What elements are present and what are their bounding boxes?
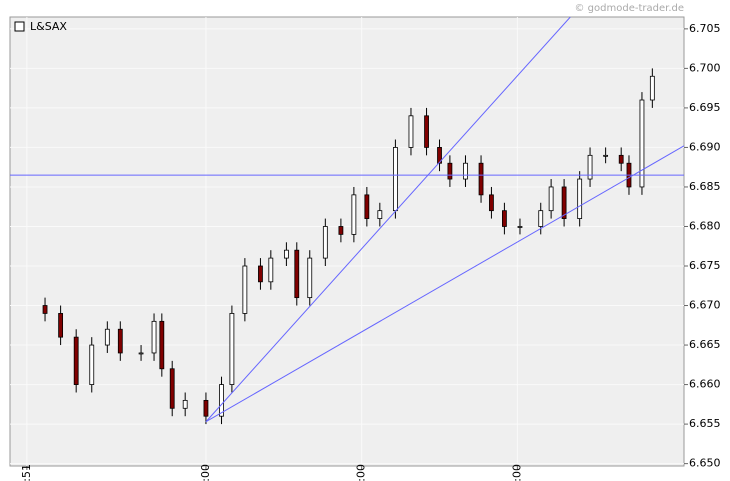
candle-body: [104, 328, 110, 346]
candle-body: [517, 226, 523, 228]
y-tick-label: 6.650: [689, 457, 721, 470]
candle-body: [393, 147, 398, 212]
candle-body: [603, 154, 609, 157]
candle-body: [89, 344, 95, 385]
candle-body: [351, 194, 357, 235]
y-tick-label: 6.665: [689, 338, 721, 351]
y-tick-label: 6.685: [689, 180, 721, 193]
candle-body: [283, 249, 289, 259]
candle-body: [502, 210, 507, 227]
candle-body: [577, 178, 583, 219]
candle-body: [294, 249, 300, 299]
x-tick-label: 11:00: [510, 464, 523, 481]
candle-body: [364, 194, 370, 219]
x-tick-label: 07:51: [20, 464, 33, 481]
candle-body: [203, 399, 209, 417]
trend-line: [205, 145, 684, 423]
x-tick-label: 10:00: [355, 464, 368, 481]
y-tick-label: 6.695: [689, 101, 721, 114]
candle-body: [151, 320, 157, 354]
candle-body: [73, 336, 79, 385]
candle-body: [229, 313, 235, 385]
candle-body: [219, 384, 224, 417]
candle-body: [258, 265, 263, 283]
candle-body: [182, 399, 188, 409]
candle-body: [489, 194, 494, 212]
candle-body: [169, 368, 175, 409]
candle-body: [42, 305, 48, 314]
candle-body: [377, 210, 383, 219]
candle-body: [649, 75, 655, 101]
y-tick-label: 6.670: [689, 299, 721, 312]
candle-body: [587, 154, 593, 180]
candle-body: [338, 226, 344, 235]
trend-line: [205, 17, 571, 423]
legend-icon: [14, 21, 25, 32]
chart-title: L&SAX: [30, 20, 67, 33]
candle-body: [618, 154, 624, 164]
candle-body: [117, 328, 123, 354]
candle-body: [424, 115, 429, 148]
candle-body: [322, 226, 328, 259]
candle-body: [268, 257, 274, 283]
y-tick-label: 6.700: [689, 61, 721, 74]
y-tick-label: 6.705: [689, 22, 721, 35]
candle-body: [548, 186, 554, 212]
candle-body: [307, 257, 313, 299]
y-tick-label: 6.690: [689, 140, 721, 153]
y-tick-label: 6.675: [689, 259, 721, 272]
candle-body: [639, 99, 645, 188]
y-tick-label: 6.680: [689, 219, 721, 232]
candle-body: [138, 352, 144, 355]
candle-body: [447, 162, 453, 180]
y-tick-label: 6.655: [689, 417, 721, 430]
candle-body: [58, 313, 64, 338]
plot-area: [9, 16, 685, 467]
candle-body: [478, 162, 484, 196]
watermark: © godmode-trader.de: [575, 3, 685, 14]
candle-body: [159, 320, 165, 370]
candle-body: [538, 210, 544, 227]
candle-body: [242, 265, 248, 314]
candle-body: [408, 115, 414, 148]
x-tick-label: 09:00: [199, 464, 212, 481]
y-tick-label: 6.660: [689, 378, 721, 391]
candle-body: [463, 162, 468, 180]
candle-body: [561, 186, 567, 219]
candle-body: [437, 147, 442, 164]
